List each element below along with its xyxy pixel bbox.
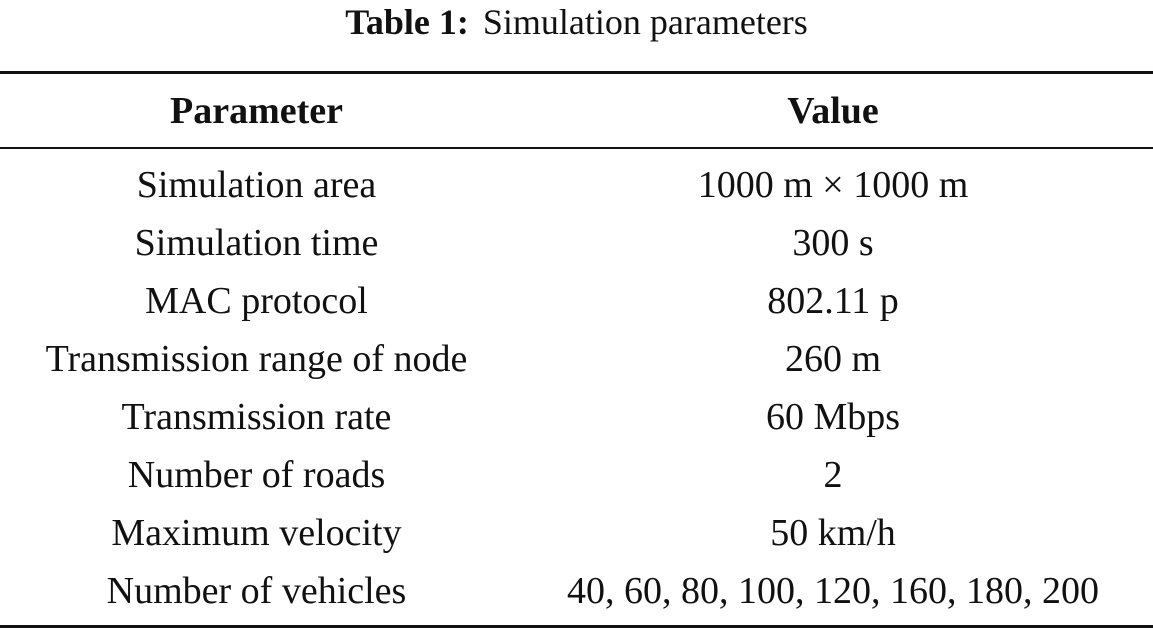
table-row: Transmission rate 60 Mbps (0, 388, 1153, 446)
value-cell: 260 m (784, 338, 882, 380)
value-cell: 50 km/h (770, 512, 896, 554)
column-header-parameter: Parameter (170, 89, 343, 132)
table-caption-label: Table 1: (345, 2, 469, 42)
table-header-row: Parameter Value (0, 74, 1153, 147)
column-header-value: Value (787, 89, 879, 132)
table-row: Transmission range of node 260 m (0, 330, 1153, 388)
table-row: MAC protocol 802.11 p (0, 272, 1153, 330)
parameter-cell: MAC protocol (145, 280, 368, 322)
table-header-rule (0, 147, 1153, 149)
table-caption-title: Simulation parameters (482, 2, 808, 42)
parameter-cell: Maximum velocity (111, 512, 402, 554)
parameter-cell: Simulation time (134, 222, 379, 264)
value-cell: 2 (823, 454, 843, 496)
parameter-cell: Transmission rate (121, 396, 392, 438)
parameter-cell: Transmission range of node (45, 338, 468, 380)
table-row: Simulation area 1000 m × 1000 m (0, 147, 1153, 214)
value-cell: 60 Mbps (765, 396, 901, 438)
table-caption: Table 1: Simulation parameters (0, 0, 1153, 44)
table-row: Maximum velocity 50 km/h (0, 504, 1153, 562)
table-bottom-rule (0, 625, 1153, 628)
parameter-cell: Simulation area (136, 164, 377, 206)
table-top-rule (0, 71, 1153, 74)
table-row: Number of roads 2 (0, 446, 1153, 504)
parameter-cell: Number of vehicles (106, 570, 407, 612)
value-cell: 300 s (792, 222, 874, 264)
value-cell: 802.11 p (767, 280, 899, 322)
value-cell: 1000 m × 1000 m (697, 164, 969, 206)
table-row: Simulation time 300 s (0, 214, 1153, 272)
parameter-cell: Number of roads (127, 454, 386, 496)
table-row: Number of vehicles 40, 60, 80, 100, 120,… (0, 562, 1153, 620)
simulation-parameters-table: Parameter Value Simulation area 1000 m ×… (0, 74, 1153, 620)
value-cell: 40, 60, 80, 100, 120, 160, 180, 200 (567, 570, 1099, 612)
